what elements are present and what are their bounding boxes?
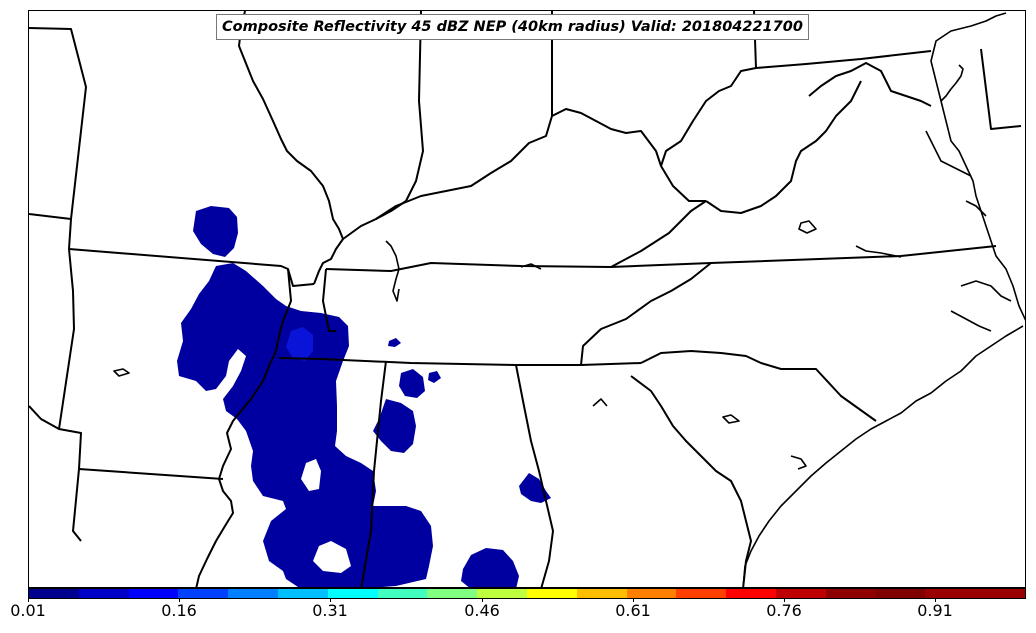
nep-region-arkansas-small (193, 206, 238, 257)
atlantic-coast (930, 12, 1025, 321)
nep-region-tennessee-dot (388, 338, 401, 347)
arkansas-west-border (58, 248, 82, 542)
mississippi-river (195, 11, 344, 587)
wv-border (660, 67, 757, 167)
ohio-pa-border (753, 11, 932, 69)
colorbar-segment (178, 589, 229, 598)
colorbar (28, 588, 1026, 599)
colorbar-tick-label: 0.31 (312, 601, 348, 620)
colorbar-segment (427, 589, 478, 598)
alabama-georgia-border (515, 364, 554, 587)
georgia-sc-border (630, 375, 752, 587)
oklahoma-border (29, 27, 87, 220)
colorbar-segment (327, 589, 378, 598)
colorbar-tick-mark (179, 598, 180, 602)
map-title: Composite Reflectivity 45 dBZ NEP (40km … (216, 14, 809, 40)
colorbar-segment (477, 589, 527, 598)
colorbar-segment (526, 589, 577, 598)
colorbar-tick-mark (28, 598, 29, 602)
colorbar-segment (576, 589, 627, 598)
colorbar-tick-label: 0.61 (615, 601, 651, 620)
delaware-border (980, 48, 1022, 130)
colorbar-tick-mark (330, 598, 331, 602)
chesapeake-bay (925, 64, 987, 217)
colorbar-tick-mark (784, 598, 785, 602)
colorbar-tick-mark (935, 598, 936, 602)
map-canvas (29, 11, 1025, 587)
state-boundaries (29, 11, 1022, 587)
colorbar-segment (676, 589, 727, 598)
colorbar-segment (875, 589, 926, 598)
probability-fill-regions (177, 206, 551, 587)
colorbar-segment (825, 589, 876, 598)
lake-marks (113, 220, 902, 470)
colorbar-segment (726, 589, 776, 598)
map-area (28, 10, 1026, 588)
maryland-border (808, 62, 932, 107)
colorbar-segment (925, 589, 976, 598)
wv-virginia-border (705, 80, 862, 214)
colorbar-tick-mark (633, 598, 634, 602)
coastlines (113, 12, 1025, 587)
colorbar-segment (128, 589, 179, 598)
tennessee-north-border (325, 245, 997, 272)
nc-sc-border (640, 350, 877, 422)
colorbar-segment (975, 589, 1025, 598)
nep-region-main (177, 263, 433, 587)
colorbar-segment (626, 589, 677, 598)
fill-holes (301, 459, 351, 573)
pamlico-sound (950, 280, 1012, 332)
colorbar-tick-label: 0.46 (464, 601, 500, 620)
colorbar-tick-label: 0.91 (917, 601, 953, 620)
ohio-river (342, 108, 706, 240)
colorbar-tick-label: 0.01 (10, 601, 46, 620)
kentucky-virginia-border (610, 200, 707, 268)
nep-region-alabama-dot (428, 371, 441, 383)
illinois-indiana-border (375, 11, 424, 220)
colorbar-segment (228, 589, 278, 598)
carolina-coast (742, 325, 1024, 587)
colorbar-segment (78, 589, 129, 598)
nep-region-alabama-north (399, 369, 425, 398)
nep-region-south (461, 548, 519, 587)
nc-tn-border (580, 262, 712, 366)
nep-region-core (286, 327, 313, 361)
mississippi-alabama-border (360, 360, 387, 587)
arkansas-louisiana-border (78, 468, 224, 480)
colorbar-tick-label: 0.76 (766, 601, 802, 620)
colorbar-segment (377, 589, 428, 598)
nep-region-georgia-west (519, 473, 551, 503)
tennessee-river (385, 240, 400, 302)
texas-louisiana-border (29, 405, 60, 430)
colorbar-segment (277, 589, 328, 598)
colorbar-segment (29, 589, 79, 598)
nep-region-alabama-west (373, 399, 416, 453)
colorbar-tick-label: 0.16 (161, 601, 197, 620)
colorbar-segment (775, 589, 826, 598)
tennessee-south-border (278, 357, 642, 366)
west-kentucky-border (322, 268, 336, 332)
colorbar-tick-mark (482, 598, 483, 602)
